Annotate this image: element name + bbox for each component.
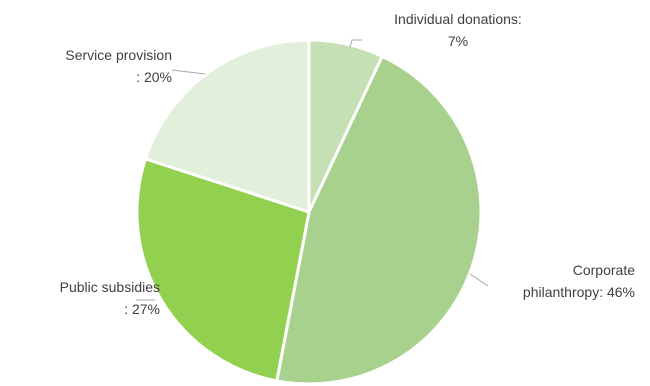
data-label-line: Corporate — [573, 262, 635, 278]
leader-line-service-provision — [171, 69, 206, 75]
data-label-line: 7% — [448, 33, 468, 49]
pie-slice-public-subsidies — [135, 156, 311, 383]
data-label-corporate-philanthropy: Corporate philanthropy: 46% — [523, 262, 635, 300]
pie-slice-corporate-philanthropy — [275, 54, 483, 386]
data-label-individual-donations: Individual donations: 7% — [394, 11, 522, 49]
data-label-line: Service provision — [65, 47, 172, 63]
leader-line-individual-donations — [349, 39, 362, 48]
data-label-line: : 27% — [124, 301, 160, 317]
data-label-line: philanthropy: 46% — [523, 284, 635, 300]
leader-line-corporate-philanthropy — [469, 273, 489, 287]
pie-slice-service-provision — [143, 38, 311, 215]
data-label-line: Public subsidies — [60, 279, 160, 295]
data-label-service-provision: Service provision : 20% — [65, 47, 172, 85]
data-label-line: : 20% — [136, 69, 172, 85]
data-label-public-subsidies: Public subsidies : 27% — [60, 279, 160, 317]
data-label-line: Individual donations: — [394, 11, 522, 27]
